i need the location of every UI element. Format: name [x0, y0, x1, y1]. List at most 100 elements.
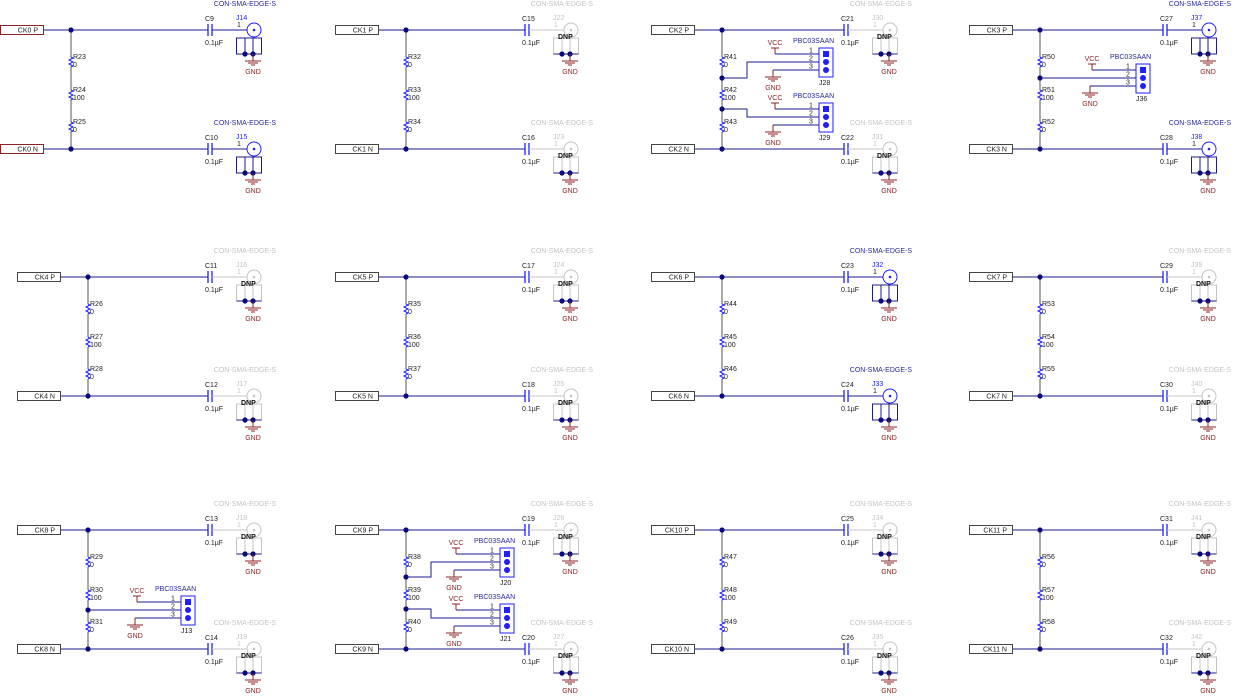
- junction-dot: [1197, 417, 1203, 423]
- connector-pin-number: 1: [873, 641, 877, 648]
- capacitor: C14 0.1µF: [205, 635, 223, 666]
- resistor-ref: R38: [408, 554, 421, 561]
- port-box: [969, 25, 1013, 35]
- resistor-ref: R30: [90, 587, 103, 594]
- vcc-label: VCC: [768, 40, 783, 47]
- junction-dot: [85, 527, 91, 533]
- junction-dot: [403, 574, 409, 580]
- port-p-port: CK8 P: [17, 525, 61, 535]
- junction-dot: [1197, 170, 1203, 176]
- cap-value: 0.1µF: [1160, 406, 1178, 413]
- resistor-ref: R49: [724, 619, 737, 626]
- resistor-value: 0: [408, 374, 412, 381]
- gnd-label: GND: [881, 188, 897, 195]
- capacitor: C32 0.1µF: [1160, 635, 1178, 666]
- port-p-port: CK1 P: [335, 25, 379, 35]
- header-ref: J20: [500, 580, 511, 587]
- header-pin-number: 1: [490, 604, 494, 611]
- junction-dot: [878, 170, 884, 176]
- connector-part: CON-SMA-EDGE-S: [850, 620, 913, 627]
- capacitor: C10 0.1µF: [205, 135, 223, 166]
- port-p-port: CK2 P: [651, 25, 695, 35]
- connector-ref: J40: [1191, 381, 1202, 388]
- junction-dot: [403, 527, 409, 533]
- resistor-ref: R24: [73, 87, 86, 94]
- resistor-ref: R48: [724, 587, 737, 594]
- sma-center-pin: [888, 28, 892, 32]
- resistor-ref: R32: [408, 54, 421, 61]
- port-box: [335, 25, 379, 35]
- resistor-ref: R52: [1042, 119, 1055, 126]
- resistor-value: 0: [1042, 562, 1046, 569]
- port-n-port: CK6 N: [651, 391, 695, 401]
- resistor-symbol: [84, 556, 92, 568]
- connector-ref: J15: [236, 134, 247, 141]
- header-pin-number: 3: [171, 612, 175, 619]
- resistor-ref: R45: [724, 334, 737, 341]
- resistor-gap: [86, 590, 90, 600]
- connector-part: CON-SMA-EDGE-S: [214, 501, 277, 508]
- port-n-port: CK11 N: [969, 644, 1013, 654]
- gnd-label: GND: [127, 633, 143, 640]
- port-label: CK1 N: [352, 147, 373, 154]
- header-pin-number: 3: [809, 64, 813, 71]
- dnp-label: DNP: [241, 653, 256, 660]
- port-p-port: CK7 P: [969, 272, 1013, 282]
- gnd-label: GND: [446, 641, 462, 648]
- resistor-value: 0: [1042, 627, 1046, 634]
- dnp-label: DNP: [241, 534, 256, 541]
- connector-pin-number: 1: [554, 388, 558, 395]
- junction-dot: [242, 298, 248, 304]
- cap-value: 0.1µF: [841, 406, 859, 413]
- port-n-port: CK1 N: [335, 144, 379, 154]
- cap-value: 0.1µF: [522, 540, 540, 547]
- cap-value: 0.1µF: [841, 159, 859, 166]
- connector-body: [1191, 156, 1217, 174]
- sma-center-pin: [888, 275, 892, 279]
- dnp-label: DNP: [241, 400, 256, 407]
- port-label: CK0 P: [18, 28, 39, 35]
- resistor-symbol: [1036, 89, 1044, 101]
- header-part: PBC03SAAN: [793, 93, 834, 100]
- header-pin-number: 1: [171, 596, 175, 603]
- gnd-label: GND: [1200, 188, 1216, 195]
- port-n-port: CK8 N: [17, 644, 61, 654]
- resistor-symbol: [84, 303, 92, 315]
- resistor-symbol: [1036, 368, 1044, 380]
- connector-body: [1191, 37, 1217, 55]
- resistor-symbol: [402, 368, 410, 380]
- resistor-gap: [720, 557, 724, 567]
- resistor-value: 100: [408, 595, 420, 602]
- vcc-label: VCC: [768, 95, 783, 102]
- gnd-label: GND: [1200, 569, 1216, 576]
- connector-ref: J25: [553, 381, 564, 388]
- resistor-ref: R57: [1042, 587, 1055, 594]
- connector-part: CON-SMA-EDGE-S: [531, 248, 594, 255]
- port-label: CK4 N: [34, 394, 55, 401]
- cap-value: 0.1µF: [205, 159, 223, 166]
- port-label: CK2 P: [669, 28, 690, 35]
- connector-part: CON-SMA-EDGE-S: [850, 248, 913, 255]
- junction-dot: [242, 170, 248, 176]
- connector-pin-number: 1: [873, 22, 877, 29]
- port-label: CK6 N: [668, 394, 689, 401]
- connector-part: CON-SMA-EDGE-S: [850, 1, 913, 8]
- gnd-label: GND: [881, 69, 897, 76]
- connector-pin-number: 1: [554, 141, 558, 148]
- junction-dot: [68, 146, 74, 152]
- resistor-gap: [404, 622, 408, 632]
- connector-part: CON-SMA-EDGE-S: [214, 367, 277, 374]
- connector-body: [236, 37, 262, 55]
- header-pin-number: 2: [1126, 72, 1130, 79]
- resistor-gap: [1038, 557, 1042, 567]
- resistor-ref: R35: [408, 301, 421, 308]
- cap-ref: C27: [1160, 16, 1173, 23]
